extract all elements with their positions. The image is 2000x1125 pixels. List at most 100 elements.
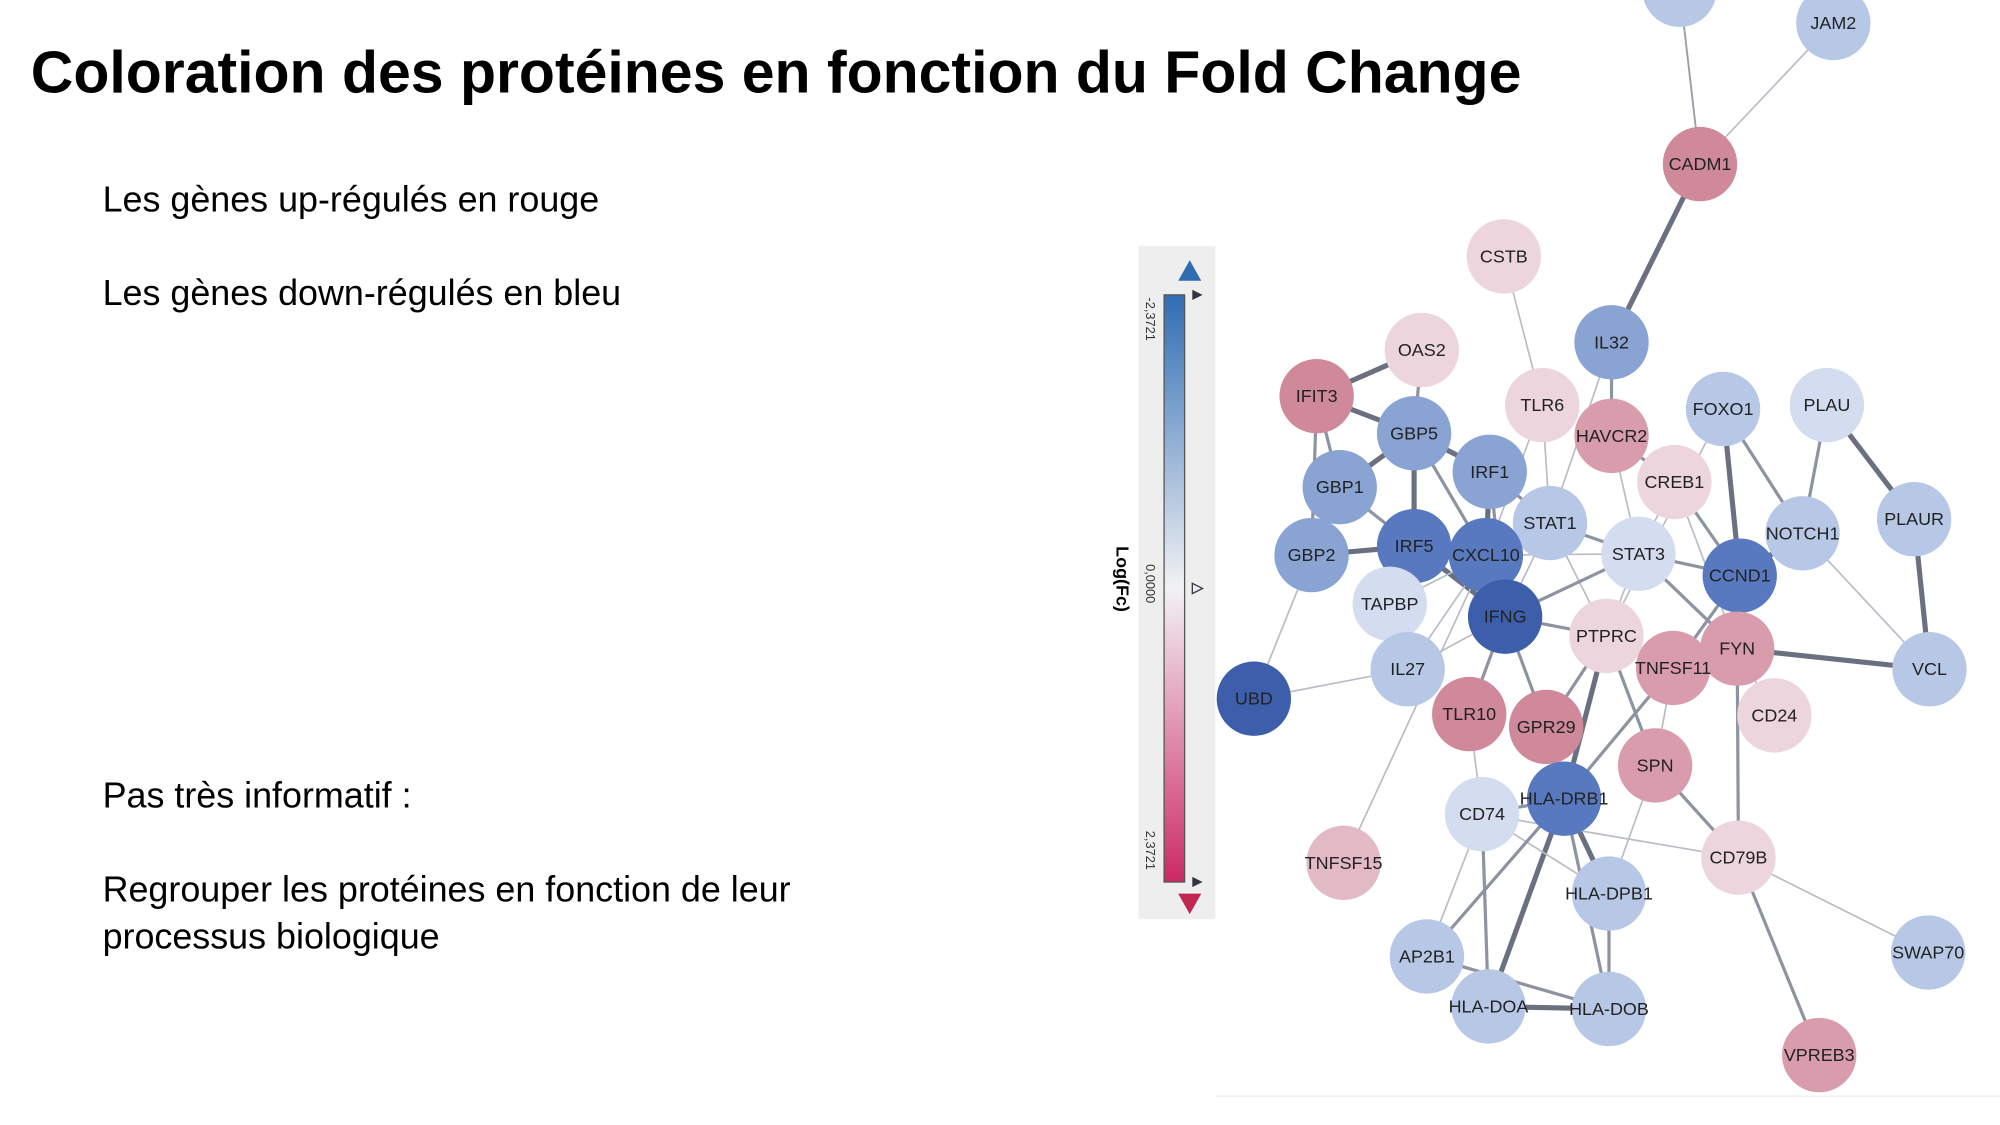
node — [1452, 434, 1527, 509]
paragraph-line: Les gènes up-régulés en rouge — [103, 180, 600, 220]
node-label: AP2B1 — [1399, 946, 1455, 966]
node — [1617, 728, 1693, 803]
node-label: SWAP70 — [1892, 943, 1964, 963]
node-label: JAM2 — [1810, 13, 1856, 33]
node-label: FOXO1 — [1693, 399, 1754, 419]
node — [1891, 915, 1966, 990]
node-label: HLA-DRB1 — [1520, 789, 1609, 809]
paragraph-line: Regrouper les protéines en fonction de l… — [103, 869, 791, 909]
node — [1376, 396, 1452, 471]
node — [1789, 367, 1865, 443]
node-label: TLR6 — [1520, 395, 1564, 415]
node-label: HLA-DPB1 — [1565, 884, 1653, 904]
node-label: GBP5 — [1390, 423, 1438, 443]
node — [1643, 0, 1716, 27]
node-label: CD74 — [1459, 804, 1505, 824]
node-label: OAS2 — [1398, 340, 1446, 360]
node-label: HLA-DOB — [1569, 999, 1649, 1019]
node — [1662, 126, 1738, 202]
edge — [1481, 813, 1739, 859]
marker — [1192, 876, 1203, 888]
node — [1444, 776, 1520, 852]
node-label: CD24 — [1751, 705, 1797, 725]
node — [1302, 450, 1377, 525]
node-label: CADM1 — [1669, 154, 1732, 174]
node-label: PTPRC — [1576, 626, 1637, 646]
node — [1702, 538, 1777, 613]
node — [1876, 482, 1952, 557]
node — [1526, 761, 1602, 836]
node — [1601, 516, 1676, 592]
legend-tick: 2,3721 — [1143, 831, 1158, 870]
node-label: IL32 — [1594, 332, 1629, 352]
node — [1701, 820, 1776, 895]
node-label: CSTB — [1480, 246, 1528, 266]
edge — [1342, 554, 1487, 864]
node — [1451, 969, 1526, 1044]
edge — [1605, 408, 1724, 637]
arrow-down — [1178, 893, 1202, 915]
node-label: STAT3 — [1612, 544, 1665, 564]
node — [1574, 305, 1649, 380]
node — [1467, 579, 1543, 654]
node-label: TNFSF11 — [1635, 658, 1711, 678]
node — [1796, 0, 1871, 61]
node-label: GPR29 — [1517, 717, 1576, 737]
node-label: GBP1 — [1316, 477, 1364, 497]
node-label: IRF5 — [1395, 536, 1434, 556]
node-label: PLAUR — [1884, 509, 1944, 529]
title: Coloration des protéines en fonction du … — [31, 40, 1522, 105]
node-label: GBP2 — [1288, 545, 1336, 565]
node-label: STAT1 — [1523, 513, 1576, 533]
node-label: IL27 — [1390, 659, 1425, 679]
node — [1635, 630, 1711, 706]
node — [1512, 485, 1588, 561]
node-label: HAVCR2 — [1576, 426, 1647, 446]
node — [1892, 632, 1967, 707]
legend-tick: -2,3721 — [1143, 297, 1158, 340]
node — [1737, 678, 1812, 753]
node — [1685, 371, 1761, 447]
paragraph-line: Les gènes down-régulés en bleu — [103, 273, 622, 313]
node — [1279, 358, 1354, 434]
color-bar — [1163, 294, 1186, 883]
node-label: HLA-DOA — [1449, 996, 1529, 1016]
body-text: Les gènes up-régulés en rouge Les gènes d… — [103, 180, 791, 957]
node — [1574, 398, 1649, 474]
node — [1370, 632, 1445, 707]
node — [1216, 661, 1292, 736]
node-label: NOTCH1 — [1766, 523, 1840, 543]
node — [1306, 825, 1381, 900]
node — [1571, 856, 1647, 931]
node — [1637, 444, 1712, 520]
node-label: IRF1 — [1470, 462, 1509, 482]
node-label: TLR10 — [1442, 704, 1496, 724]
marker — [1191, 582, 1204, 595]
paragraph-line: processus biologique — [103, 917, 440, 957]
node-label: CCND1 — [1709, 566, 1771, 586]
node — [1448, 517, 1524, 593]
node — [1700, 611, 1775, 686]
node — [1376, 508, 1452, 584]
node-label: IFIT3 — [1296, 386, 1338, 406]
node-label: VCL — [1912, 659, 1947, 679]
node-label: SPN — [1637, 755, 1674, 775]
paragraph-line: Pas très informatif : — [103, 776, 412, 816]
node — [1508, 689, 1584, 765]
node — [1274, 517, 1349, 593]
node-label: CD79B — [1710, 848, 1768, 868]
node — [1571, 971, 1647, 1047]
node-label: CXCL10 — [1452, 545, 1520, 565]
node — [1352, 566, 1427, 642]
node — [1389, 919, 1465, 994]
node-label: CREB1 — [1644, 472, 1704, 492]
marker — [1192, 289, 1203, 300]
arrow-up — [1178, 260, 1202, 281]
node — [1466, 219, 1542, 294]
node-label: UBD — [1235, 689, 1273, 709]
node-label: PLAU — [1803, 395, 1850, 415]
node — [1505, 367, 1580, 443]
node — [1432, 676, 1507, 752]
